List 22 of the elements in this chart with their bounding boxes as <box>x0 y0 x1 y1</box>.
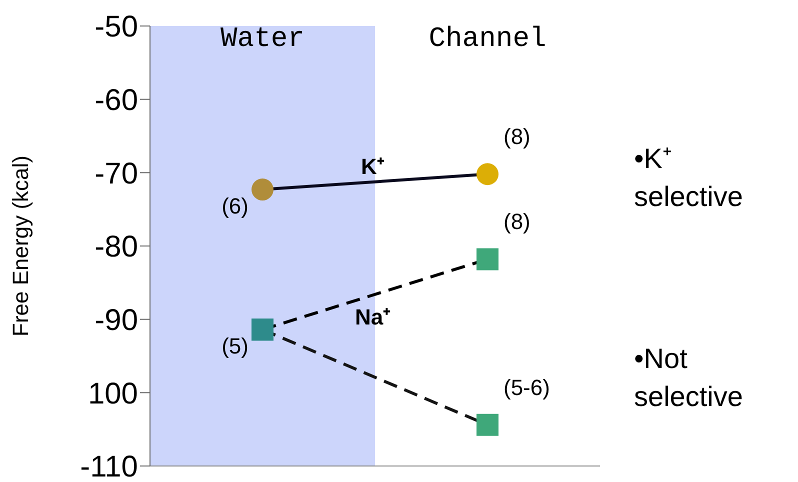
x-tick-label: Water <box>220 24 305 55</box>
y-tick-label: -50 <box>94 10 138 44</box>
annotation: (8) <box>504 124 530 150</box>
annotation: (5-6) <box>504 374 550 400</box>
y-tick-label: -90 <box>94 304 138 337</box>
point <box>476 163 498 186</box>
x-tick-label: Channel <box>428 24 546 55</box>
annotation: (8) <box>504 209 530 234</box>
y-tick-label: -80 <box>94 230 138 264</box>
y-tick-label: -60 <box>94 84 138 117</box>
point <box>476 248 498 270</box>
y-tick-label: -110 <box>80 450 138 482</box>
text: •K⁺ selective <box>634 142 744 214</box>
y-axis-title: Free Energy (kcal) <box>8 156 33 336</box>
series-label: K⁺ <box>361 154 385 179</box>
y-tick-label: -70 <box>94 157 138 190</box>
point <box>252 178 274 201</box>
annotation: (5) <box>222 334 248 359</box>
annotation: (6) <box>222 194 248 219</box>
series-label: Na⁺ <box>355 304 392 330</box>
text: •Not selective <box>634 342 744 414</box>
y-tick-label: 100 <box>88 377 138 410</box>
